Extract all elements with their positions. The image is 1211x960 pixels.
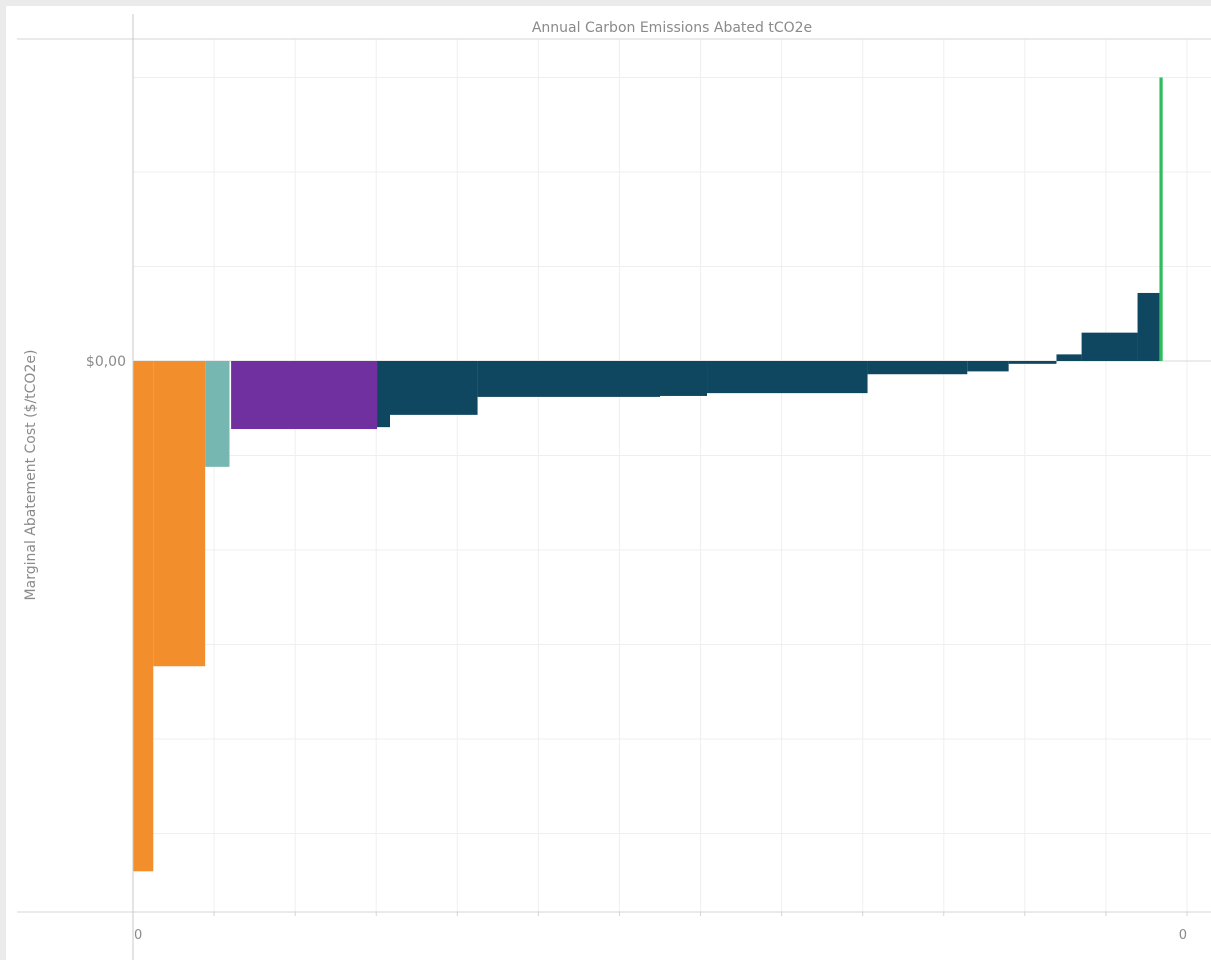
y-axis-title: Marginal Abatement Cost ($/tCO2e) (23, 350, 39, 601)
abatement-bar-7[interactable] (477, 361, 660, 397)
chart-canvas: Annual Carbon Emissions Abated tCO2e Mar… (6, 6, 1211, 960)
chart-svg: Annual Carbon Emissions Abated tCO2e Mar… (17, 14, 1211, 960)
abatement-bar-3[interactable] (205, 361, 230, 467)
bars (133, 77, 1163, 872)
abatement-bar-8[interactable] (660, 361, 708, 396)
y-tick-label: $0,00 (86, 354, 126, 370)
x-tick-label: 0 (1179, 928, 1187, 943)
abatement-bar-6[interactable] (390, 361, 478, 415)
abatement-bar-16[interactable] (1159, 77, 1163, 362)
grid (132, 39, 1211, 916)
abatement-bar-5[interactable] (377, 361, 391, 428)
abatement-bar-14[interactable] (1081, 332, 1138, 361)
abatement-bar-9[interactable] (707, 361, 868, 394)
abatement-bar-13[interactable] (1056, 354, 1082, 361)
x-tick-label: 0 (134, 928, 142, 943)
abatement-bar-10[interactable] (867, 361, 968, 375)
abatement-bar-1[interactable] (133, 361, 154, 872)
x-axis-title: Annual Carbon Emissions Abated tCO2e (532, 20, 812, 36)
axes (17, 14, 1211, 960)
abatement-bar-11[interactable] (967, 361, 1009, 372)
abatement-bar-4[interactable] (231, 361, 378, 430)
abatement-bar-15[interactable] (1137, 292, 1160, 361)
tick-labels: $0,00 0 0 (86, 354, 1187, 943)
abatement-bar-2[interactable] (153, 361, 206, 667)
abatement-bar-12[interactable] (1008, 361, 1057, 364)
